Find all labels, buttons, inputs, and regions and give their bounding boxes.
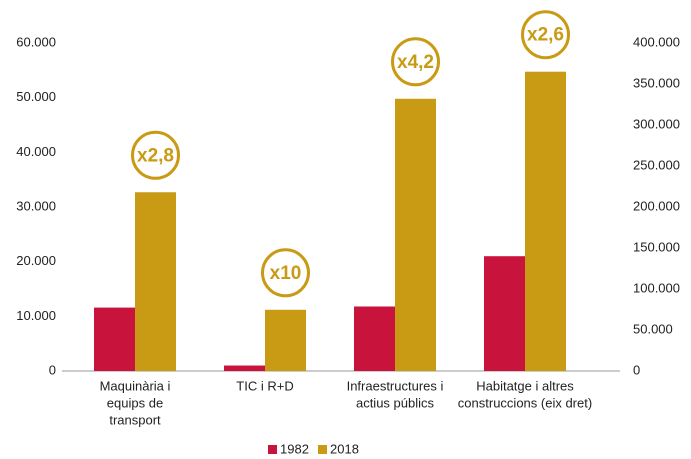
legend-label: 1982 <box>280 441 309 456</box>
x-tick-label: actius públics <box>356 395 435 410</box>
y-tick-label: 40.000 <box>16 144 56 159</box>
legend-label: 2018 <box>330 441 359 456</box>
bar <box>354 306 395 371</box>
y2-tick-label: 100.000 <box>633 280 680 295</box>
y2-tick-label: 250.000 <box>633 157 680 172</box>
bar <box>224 365 265 371</box>
annotation-circle <box>131 130 180 180</box>
y2-tick-label: 400.000 <box>633 34 680 49</box>
y2-tick-label: 300.000 <box>633 116 680 131</box>
x-tick-label: TIC i R+D <box>236 378 293 393</box>
annotation-circle <box>521 10 570 60</box>
y2-tick-label: 350.000 <box>633 75 680 90</box>
x-tick-label: transport <box>109 412 161 427</box>
y-tick-label: 20.000 <box>16 253 56 268</box>
y2-tick-label: 200.000 <box>633 198 680 213</box>
legend-swatch <box>318 445 327 454</box>
y-tick-label: 60.000 <box>16 34 56 49</box>
x-tick-label: Maquinària i <box>100 378 171 393</box>
annotation: x2,8 <box>137 145 174 166</box>
y2-tick-label: 50.000 <box>633 321 673 336</box>
legend-swatch <box>268 445 277 454</box>
bar <box>484 256 525 371</box>
bar <box>395 98 436 371</box>
x-tick-label: Habitatge i altres <box>476 378 574 393</box>
bar <box>525 71 566 371</box>
x-tick-label: equips de <box>107 395 163 410</box>
bar <box>265 309 306 371</box>
x-tick-label: construccions (eix dret) <box>458 395 592 410</box>
y-tick-label: 10.000 <box>16 308 56 323</box>
y2-tick-label: 150.000 <box>633 239 680 254</box>
annotation: x2,6 <box>527 25 564 46</box>
y-tick-label: 50.000 <box>16 89 56 104</box>
x-tick-label: Infraestructures i <box>347 378 444 393</box>
y-tick-label: 30.000 <box>16 198 56 213</box>
annotation: x4,2 <box>397 52 434 73</box>
bar <box>135 192 176 371</box>
annotation-circle <box>261 248 310 298</box>
y2-tick-label: 0 <box>633 362 640 377</box>
bar <box>94 307 135 371</box>
y-tick-label: 0 <box>49 362 56 377</box>
annotation: x10 <box>270 263 302 284</box>
annotation-circle <box>391 37 440 87</box>
